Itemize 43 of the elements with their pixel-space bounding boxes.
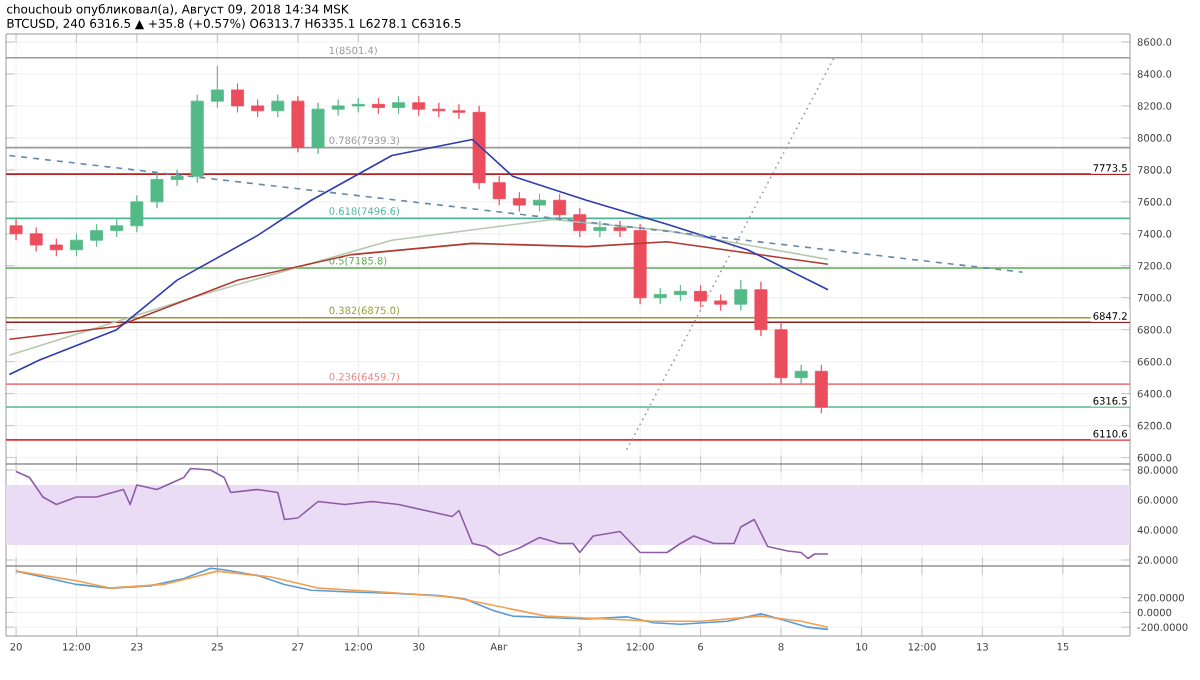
candlestick: [653, 287, 667, 305]
candlestick: [452, 103, 466, 120]
candlestick: [170, 169, 184, 187]
candlestick: [251, 99, 265, 118]
candlestick: [231, 83, 244, 113]
candlestick: [210, 65, 224, 108]
candlestick: [553, 193, 567, 222]
candlestick: [190, 94, 204, 184]
candlestick: [311, 102, 325, 155]
candlestick: [392, 95, 405, 115]
candlestick: [351, 97, 365, 113]
candlestick: [533, 193, 546, 212]
candlestick: [9, 219, 23, 241]
candlestick: [774, 322, 788, 385]
candlestick: [412, 95, 426, 116]
candlestick: [633, 223, 647, 305]
candlestick: [130, 195, 144, 233]
candlestick: [734, 279, 748, 311]
candlestick: [593, 220, 607, 238]
candlestick: [29, 227, 43, 252]
candlestick: [814, 364, 828, 414]
candlestick: [331, 99, 345, 116]
candlestick: [754, 281, 768, 337]
candlestick: [512, 191, 526, 212]
candlestick: [613, 220, 627, 238]
candlestick: [49, 238, 63, 257]
line-series: [8, 138, 829, 376]
candlestick: [794, 364, 808, 385]
candlestick: [432, 102, 446, 118]
candlestick: [90, 223, 104, 247]
candlestick: [492, 175, 506, 206]
candlestick: [714, 294, 728, 311]
candlestick: [70, 233, 83, 257]
candlestick: [472, 105, 486, 190]
candlestick: [291, 95, 305, 153]
line-series: [8, 218, 829, 357]
candlestick: [694, 284, 707, 308]
candlestick: [110, 219, 124, 238]
candlestick: [673, 284, 687, 302]
line-series: [8, 241, 829, 341]
candlestick: [271, 94, 285, 118]
candlestick: [371, 97, 385, 115]
candlestick: [150, 172, 164, 209]
